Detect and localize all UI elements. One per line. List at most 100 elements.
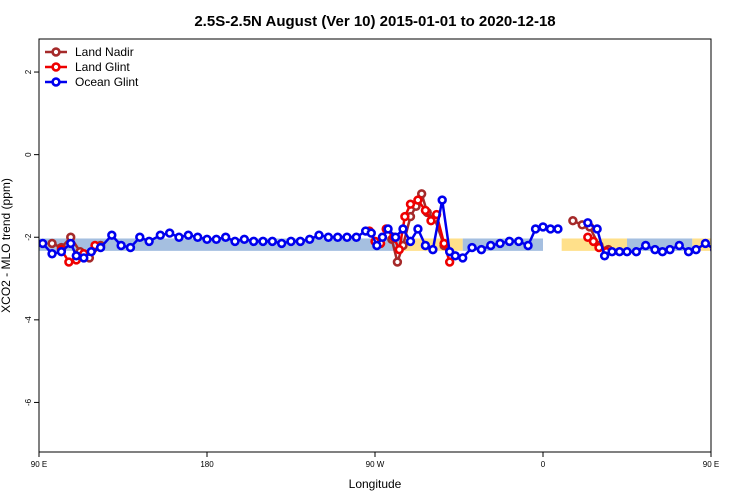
land-glint-point — [726, 242, 733, 249]
land-glint-point — [405, 199, 416, 209]
ocean-glint-point — [332, 232, 343, 242]
ocean-glint-point — [405, 236, 416, 247]
ocean-glint-point — [342, 232, 352, 242]
ocean-glint-point — [116, 240, 126, 251]
ocean-glint-point — [476, 244, 487, 255]
land-glint-point — [732, 250, 739, 257]
x-tick-label: 90 E — [31, 460, 47, 469]
ocean-glint-point — [107, 230, 117, 240]
ocean-glint-point — [351, 232, 362, 242]
ocean-glint-point — [683, 246, 694, 257]
ocean-glint-point — [592, 224, 602, 234]
ocean-glint-point — [164, 228, 175, 238]
ocean-glint-point — [295, 236, 306, 247]
ocean-glint-point — [631, 246, 642, 257]
ocean-glint-point — [192, 232, 203, 242]
ocean-glint-point — [377, 232, 388, 242]
land-glint-point — [64, 257, 74, 267]
ocean-glint-point — [622, 246, 632, 257]
ocean-glint-point — [538, 222, 548, 232]
ocean-glint-point — [545, 224, 556, 234]
ocean-glint-point — [700, 238, 711, 249]
land-nadir-point — [392, 257, 403, 267]
land-glint-point — [444, 257, 455, 267]
ocean-glint-point — [390, 232, 401, 242]
ocean-glint-point — [599, 251, 610, 261]
ocean-glint-point — [304, 234, 315, 245]
ocean-glint-point — [450, 251, 460, 261]
ocean-glint-point — [420, 240, 431, 251]
ocean-glint-point — [691, 244, 701, 255]
legend-marker-ocean-glint — [51, 77, 61, 87]
land-glint-point — [420, 205, 431, 216]
ocean-glint-point — [39, 238, 48, 249]
legend-marker-land-glint — [51, 62, 61, 72]
ocean-glint-point — [640, 240, 651, 251]
ocean-glint-point — [239, 234, 250, 245]
land-glint-point — [413, 195, 423, 205]
y-tick-label: 0 — [24, 152, 33, 157]
land-glint-point — [745, 257, 750, 264]
y-tick-label: 2 — [24, 69, 33, 74]
ocean-glint-point — [710, 246, 711, 253]
x-tick-label: 0 — [541, 460, 546, 469]
y-tick-label: -4 — [24, 316, 33, 324]
ocean-glint-point — [366, 228, 376, 238]
ocean-glint-point — [413, 224, 423, 234]
ocean-glint-point — [730, 252, 737, 259]
ocean-glint-point — [486, 240, 496, 251]
ocean-glint-point — [56, 246, 67, 257]
x-axis: 90 E 180 90 W 0 90 E — [31, 452, 719, 469]
ocean-glint-point — [47, 249, 57, 259]
x-tick-label: 90 W — [366, 460, 385, 469]
legend-label-land-glint: Land Glint — [75, 60, 130, 74]
y-tick-label: -6 — [24, 398, 33, 406]
land-nadir-line — [741, 237, 750, 251]
ocean-glint-point — [86, 246, 96, 257]
ocean-glint-point — [458, 253, 468, 263]
ocean-glint-point — [523, 240, 533, 251]
ocean-glint-point — [665, 244, 675, 255]
ocean-glint-point — [202, 234, 212, 245]
land-glint-point — [426, 216, 436, 226]
band-ocean — [739, 238, 750, 250]
ocean-glint-point — [467, 242, 477, 253]
land-glint-point — [394, 244, 404, 255]
ocean-glint-point — [183, 230, 194, 240]
ocean-glint-point — [314, 230, 324, 240]
legend-marker-land-nadir — [51, 47, 61, 57]
land-nadir-point — [568, 216, 578, 226]
x-tick-label: 180 — [200, 460, 214, 469]
ocean-glint-point — [583, 218, 593, 228]
x-axis-label: Longitude — [349, 477, 402, 491]
ocean-glint-point — [437, 195, 447, 205]
series-ocean-glint — [39, 195, 737, 263]
ocean-glint-point — [258, 236, 268, 247]
ocean-glint-point — [495, 238, 505, 249]
ocean-glint-point — [674, 240, 684, 251]
ocean-glint-point — [286, 236, 296, 247]
ocean-glint-point — [71, 251, 82, 261]
ocean-glint-point — [174, 232, 184, 242]
ocean-glint-point — [721, 244, 728, 251]
ocean-glint-point — [650, 244, 660, 255]
legend-label-ocean-glint: Ocean Glint — [75, 75, 139, 89]
ocean-glint-point — [230, 236, 240, 247]
ocean-glint-point — [276, 238, 287, 249]
ocean-glint-point — [211, 234, 222, 245]
land-glint-point — [439, 238, 449, 249]
chart-title: 2.5S-2.5N August (Ver 10) 2015-01-01 to … — [194, 13, 555, 30]
ocean-glint-point — [95, 242, 106, 253]
land-nadir-point — [737, 238, 744, 245]
ocean-glint-point — [607, 246, 617, 257]
x-tick-label: 90 E — [703, 460, 719, 469]
series-layer — [39, 189, 750, 267]
ocean-glint-point — [267, 236, 278, 247]
ocean-glint-point — [125, 242, 136, 253]
y-axis: 2 0 -2 -4 -6 — [24, 69, 39, 406]
ocean-glint-point — [657, 246, 668, 257]
ocean-glint-point — [372, 240, 382, 251]
land-glint-point — [588, 236, 599, 247]
